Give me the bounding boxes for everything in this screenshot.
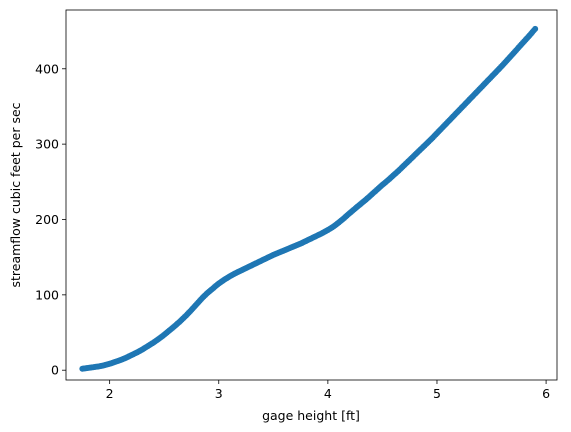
- y-tick-label: 300: [35, 137, 59, 152]
- data-points: [79, 25, 539, 372]
- x-axis-ticks: 2 3 4 5 6: [106, 380, 550, 401]
- y-tick-label: 0: [51, 363, 59, 378]
- y-axis-label: streamflow cubic feet per sec: [8, 102, 23, 287]
- y-tick-label: 100: [35, 287, 59, 302]
- x-tick-label: 4: [324, 386, 332, 401]
- plot-area-frame: [65, 9, 558, 381]
- data-point: [532, 25, 539, 32]
- x-tick-label: 3: [215, 386, 223, 401]
- x-axis-label: gage height [ft]: [262, 408, 360, 423]
- y-axis-ticks: 0 100 200 300 400: [35, 61, 66, 378]
- y-tick-label: 200: [35, 212, 59, 227]
- x-tick-label: 6: [542, 386, 550, 401]
- y-tick-label: 400: [35, 61, 59, 76]
- x-tick-label: 5: [433, 386, 441, 401]
- x-tick-label: 2: [106, 386, 114, 401]
